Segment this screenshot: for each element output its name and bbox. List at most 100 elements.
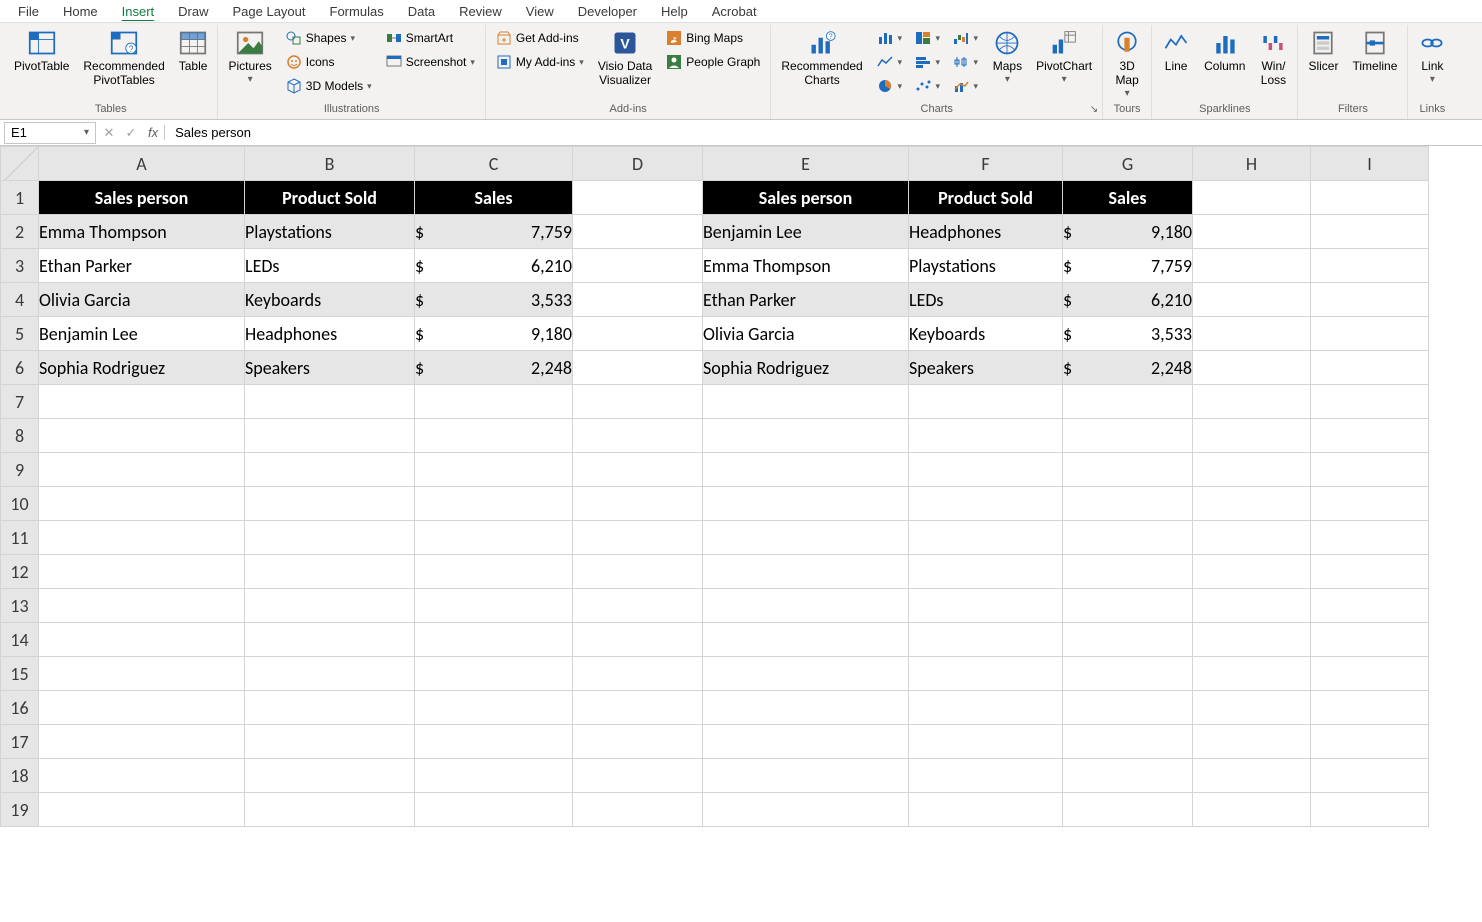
row-header-9[interactable]: 9: [1, 453, 39, 487]
cell-A1[interactable]: Sales person: [39, 181, 245, 215]
recommended-pivottables-button[interactable]: ?RecommendedPivotTables: [79, 27, 168, 90]
row-header-6[interactable]: 6: [1, 351, 39, 385]
cell-F1[interactable]: Product Sold: [909, 181, 1063, 215]
cell-B4[interactable]: Keyboards: [245, 283, 415, 317]
cell-C11[interactable]: [415, 521, 573, 555]
row-header-8[interactable]: 8: [1, 419, 39, 453]
cell-B18[interactable]: [245, 759, 415, 793]
cell-E5[interactable]: Olivia Garcia: [703, 317, 909, 351]
cell-D9[interactable]: [573, 453, 703, 487]
cell-I16[interactable]: [1311, 691, 1429, 725]
cell-G4[interactable]: $6,210: [1063, 283, 1193, 317]
cell-I7[interactable]: [1311, 385, 1429, 419]
row-header-2[interactable]: 2: [1, 215, 39, 249]
cell-G6[interactable]: $2,248: [1063, 351, 1193, 385]
cell-E1[interactable]: Sales person: [703, 181, 909, 215]
maps-button[interactable]: Maps▾: [989, 27, 1026, 87]
spark-line-button[interactable]: Line: [1158, 27, 1194, 76]
cell-A8[interactable]: [39, 419, 245, 453]
cell-E13[interactable]: [703, 589, 909, 623]
enter-formula-button[interactable]: ✓: [120, 125, 142, 141]
cancel-formula-button[interactable]: ✕: [98, 125, 120, 141]
cell-I5[interactable]: [1311, 317, 1429, 351]
row-header-4[interactable]: 4: [1, 283, 39, 317]
cell-G9[interactable]: [1063, 453, 1193, 487]
chart-hierarchy-button[interactable]: ▾: [911, 27, 945, 49]
row-header-14[interactable]: 14: [1, 623, 39, 657]
cell-B14[interactable]: [245, 623, 415, 657]
chart-scatter-button[interactable]: ▾: [911, 75, 945, 97]
name-box[interactable]: E1 ▾: [4, 122, 96, 144]
dialog-launcher-icon[interactable]: ↘: [1090, 104, 1098, 115]
cell-H19[interactable]: [1193, 793, 1311, 827]
cell-H16[interactable]: [1193, 691, 1311, 725]
cell-H17[interactable]: [1193, 725, 1311, 759]
spark-winloss-button[interactable]: Win/Loss: [1255, 27, 1291, 90]
cell-B7[interactable]: [245, 385, 415, 419]
tab-view[interactable]: View: [514, 2, 566, 22]
cell-H3[interactable]: [1193, 249, 1311, 283]
spark-column-button[interactable]: Column: [1200, 27, 1249, 76]
cell-G10[interactable]: [1063, 487, 1193, 521]
cell-E7[interactable]: [703, 385, 909, 419]
cell-C4[interactable]: $3,533: [415, 283, 573, 317]
cell-I6[interactable]: [1311, 351, 1429, 385]
cell-F13[interactable]: [909, 589, 1063, 623]
cell-D19[interactable]: [573, 793, 703, 827]
cell-G5[interactable]: $3,533: [1063, 317, 1193, 351]
cell-H4[interactable]: [1193, 283, 1311, 317]
cell-H5[interactable]: [1193, 317, 1311, 351]
cell-G1[interactable]: Sales: [1063, 181, 1193, 215]
link-button[interactable]: Link▾: [1414, 27, 1450, 87]
cell-E15[interactable]: [703, 657, 909, 691]
cell-B15[interactable]: [245, 657, 415, 691]
cell-D5[interactable]: [573, 317, 703, 351]
pivottable-button[interactable]: PivotTable: [10, 27, 73, 76]
cell-I11[interactable]: [1311, 521, 1429, 555]
cell-C10[interactable]: [415, 487, 573, 521]
tab-draw[interactable]: Draw: [166, 2, 220, 22]
cell-F3[interactable]: Playstations: [909, 249, 1063, 283]
chart-stat-button[interactable]: ▾: [949, 51, 983, 73]
cell-D13[interactable]: [573, 589, 703, 623]
cell-B6[interactable]: Speakers: [245, 351, 415, 385]
icons-button[interactable]: Icons: [282, 51, 376, 73]
cell-E14[interactable]: [703, 623, 909, 657]
cell-D11[interactable]: [573, 521, 703, 555]
slicer-button[interactable]: Slicer: [1304, 27, 1342, 76]
cell-I4[interactable]: [1311, 283, 1429, 317]
cell-F10[interactable]: [909, 487, 1063, 521]
tab-file[interactable]: File: [6, 2, 51, 22]
cell-A12[interactable]: [39, 555, 245, 589]
get-addins-button[interactable]: Get Add-ins: [492, 27, 588, 49]
cell-I9[interactable]: [1311, 453, 1429, 487]
shapes-button[interactable]: Shapes ▾: [282, 27, 376, 49]
bing-maps-button[interactable]: Bing Maps: [662, 27, 764, 49]
cell-D2[interactable]: [573, 215, 703, 249]
cell-A15[interactable]: [39, 657, 245, 691]
cell-A5[interactable]: Benjamin Lee: [39, 317, 245, 351]
column-header-E[interactable]: E: [703, 147, 909, 181]
cell-E9[interactable]: [703, 453, 909, 487]
screenshot-button[interactable]: Screenshot ▾: [382, 51, 479, 73]
tab-review[interactable]: Review: [447, 2, 514, 22]
row-header-18[interactable]: 18: [1, 759, 39, 793]
cell-I8[interactable]: [1311, 419, 1429, 453]
cell-I1[interactable]: [1311, 181, 1429, 215]
cell-B11[interactable]: [245, 521, 415, 555]
cell-D3[interactable]: [573, 249, 703, 283]
fx-icon[interactable]: fx: [142, 125, 165, 140]
cell-D14[interactable]: [573, 623, 703, 657]
cell-D18[interactable]: [573, 759, 703, 793]
cell-A17[interactable]: [39, 725, 245, 759]
cell-E18[interactable]: [703, 759, 909, 793]
select-all-corner[interactable]: [1, 147, 39, 181]
row-header-5[interactable]: 5: [1, 317, 39, 351]
cell-F17[interactable]: [909, 725, 1063, 759]
cell-H11[interactable]: [1193, 521, 1311, 555]
chart-line-button[interactable]: ▾: [873, 51, 907, 73]
cell-E3[interactable]: Emma Thompson: [703, 249, 909, 283]
cell-F16[interactable]: [909, 691, 1063, 725]
cell-A7[interactable]: [39, 385, 245, 419]
cell-C17[interactable]: [415, 725, 573, 759]
